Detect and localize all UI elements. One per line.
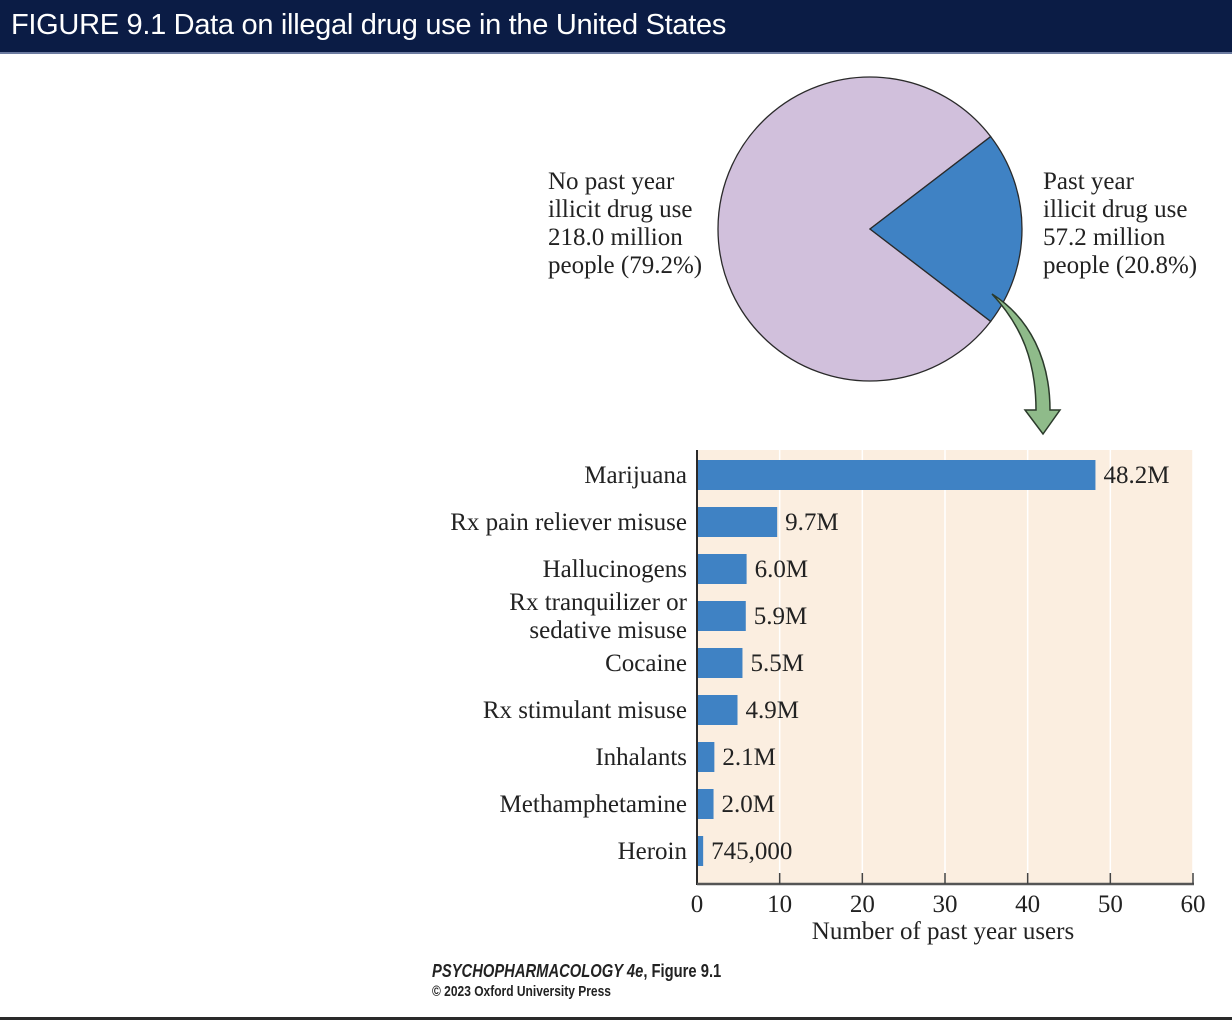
bar-value-label: 5.9M (754, 603, 807, 630)
category-label-line: Rx tranquilizer or (509, 589, 687, 616)
x-tick-label: 60 (1181, 891, 1206, 918)
category-label: Cocaine (605, 650, 687, 677)
pie-labels: No past year illicit drug use 218.0 millio… (548, 168, 1197, 279)
category-label: Methamphetamine (500, 791, 687, 818)
bar-chart: 48.2M Marijuana 9.7M Rx pain reliever misus… (450, 450, 1206, 945)
category-label-line: Inhalants (595, 744, 687, 771)
bar (697, 742, 715, 772)
bar (697, 554, 747, 584)
pie-label-line: illicit drug use (548, 196, 692, 223)
category-label-line: Rx pain reliever misuse (450, 509, 687, 536)
callout-arrow-icon (991, 293, 1062, 436)
bar-value-label: 2.1M (722, 744, 775, 771)
category-label: Rx pain reliever misuse (450, 509, 687, 536)
credit-book-title: PSYCHOPHARMACOLOGY 4e (432, 961, 644, 981)
category-label: Rx tranquilizer or sedative misuse (509, 589, 687, 644)
pie-chart (717, 76, 1023, 382)
category-label: Hallucinogens (543, 556, 687, 583)
bar (697, 836, 704, 866)
category-label-line: sedative misuse (529, 617, 687, 644)
pie-label-line: people (79.2%) (548, 252, 702, 279)
pie-label-line: illicit drug use (1043, 196, 1187, 223)
credit-copyright: © 2023 Oxford University Press (432, 983, 611, 1000)
x-tick-label: 30 (933, 891, 958, 918)
bar-value-label: 48.2M (1103, 462, 1169, 489)
bar-value-label: 2.0M (722, 791, 775, 818)
bottom-rule (0, 1017, 1232, 1020)
bar (697, 507, 778, 537)
x-tick-label: 20 (850, 891, 875, 918)
category-label-line: Heroin (618, 838, 688, 865)
bar (697, 789, 714, 819)
pie-label-line: Past year (1043, 168, 1135, 195)
figure-title-bar: FIGURE 9.1 Data on illegal drug use in t… (0, 0, 1232, 54)
bar (697, 601, 746, 631)
pie-slice-no-use (717, 76, 992, 382)
x-tick-label: 50 (1098, 891, 1123, 918)
credit-book: PSYCHOPHARMACOLOGY 4e, Figure 9.1 (432, 961, 721, 982)
bar-value-label: 9.7M (785, 509, 838, 536)
pie-label-line: No past year (548, 168, 675, 195)
category-label: Inhalants (595, 744, 687, 771)
x-axis-label: Number of past year users (812, 918, 1074, 945)
category-label-line: Methamphetamine (500, 791, 687, 818)
bar (697, 460, 1096, 490)
category-label: Heroin (618, 838, 688, 865)
bar-value-label: 5.5M (750, 650, 803, 677)
category-label-line: Rx stimulant misuse (483, 697, 687, 724)
category-label-line: Marijuana (584, 462, 687, 489)
figure-credit: PSYCHOPHARMACOLOGY 4e, Figure 9.1 © 2023… (432, 961, 785, 1000)
figure-title: FIGURE 9.1 Data on illegal drug use in t… (11, 9, 727, 41)
bar-value-label: 4.9M (746, 697, 799, 724)
pie-label-use: Past year illicit drug use 57.2 million peo… (1043, 168, 1197, 279)
x-tick-label: 10 (767, 891, 792, 918)
bar (697, 695, 738, 725)
credit-figure: , Figure 9.1 (643, 961, 722, 981)
x-tick-label: 0 (691, 891, 704, 918)
pie-label-no-use: No past year illicit drug use 218.0 millio… (548, 168, 702, 279)
category-label: Marijuana (584, 462, 687, 489)
pie-label-line: people (20.8%) (1043, 252, 1197, 279)
pie-label-line: 57.2 million (1043, 224, 1166, 251)
category-label-line: Hallucinogens (543, 556, 687, 583)
x-tick-label: 40 (1015, 891, 1040, 918)
pie-label-line: 218.0 million (548, 224, 683, 251)
category-label: Rx stimulant misuse (483, 697, 687, 724)
bar-value-label: 745,000 (711, 838, 792, 865)
bar-value-label: 6.0M (755, 556, 808, 583)
category-label-line: Cocaine (605, 650, 687, 677)
bar (697, 648, 743, 678)
